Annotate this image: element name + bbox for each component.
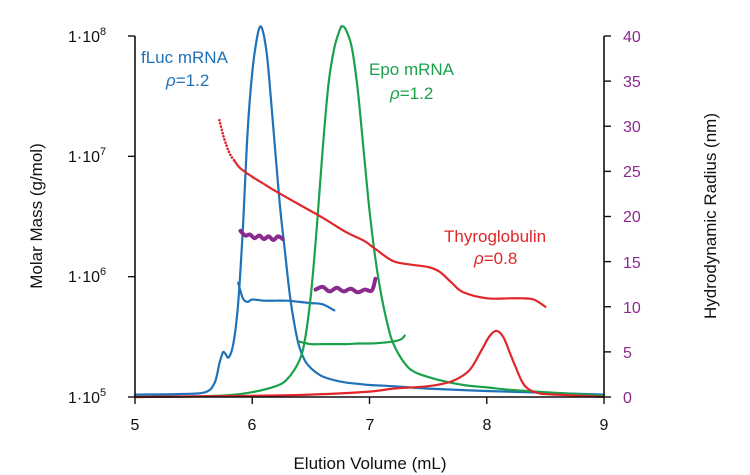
series-line-2	[133, 25, 606, 399]
series-line-4	[133, 329, 606, 399]
y2-tick-label-35: 35	[623, 74, 641, 91]
series-line-1	[237, 281, 336, 312]
y2-tick-label-40: 40	[623, 29, 641, 46]
y2-tick-label-0: 0	[623, 390, 632, 407]
y2-tick-labels: 0 5 10 15 20 25 30 35 40	[623, 29, 641, 407]
y-tick-labels: 1·105 1·106 1·107 1·108	[68, 26, 106, 407]
y-tick-label-1e5: 1·105	[68, 387, 106, 407]
annotation-fluc-name: fLuc mRNA	[141, 48, 229, 67]
series-line-0	[133, 25, 606, 396]
y2-tick-label-25: 25	[623, 164, 641, 181]
x-axis-title: Elution Volume (mL)	[293, 454, 446, 473]
series-line-5	[233, 160, 547, 308]
annotation-fluc-rho: ρ=1.2	[165, 71, 209, 90]
y2-axis-title: Hydrodynamic Radius (nm)	[701, 113, 720, 319]
series-line-8	[313, 276, 378, 295]
y-tick-label-1e8: 1·108	[68, 26, 106, 46]
annotation-epo-rho: ρ=1.2	[389, 84, 433, 103]
y2-tick-label-30: 30	[623, 119, 641, 136]
x-tick-label-7: 7	[366, 417, 375, 434]
series-line-7	[238, 228, 285, 242]
series-line-3	[298, 334, 406, 346]
annotation-fluc: fLuc mRNA ρ=1.2	[141, 48, 229, 90]
y2-tick-label-20: 20	[623, 209, 641, 226]
annotation-thyroglobulin-name: Thyroglobulin	[444, 227, 546, 246]
y2-tick-label-5: 5	[623, 345, 632, 362]
x-tick-label-9: 9	[600, 417, 609, 434]
y-tick-label-1e7: 1·107	[68, 146, 106, 166]
series-line-6	[218, 118, 236, 163]
y2-tick-label-10: 10	[623, 300, 641, 317]
tick-marks	[128, 35, 611, 404]
x-tick-label-6: 6	[248, 417, 257, 434]
annotation-epo: Epo mRNA ρ=1.2	[369, 60, 455, 103]
y-axis-title: Molar Mass (g/mol)	[27, 143, 46, 288]
y-tick-label-1e6: 1·106	[68, 266, 106, 286]
x-tick-label-5: 5	[131, 417, 140, 434]
annotation-thyroglobulin: Thyroglobulin ρ=0.8	[444, 227, 546, 268]
x-tick-label-8: 8	[483, 417, 492, 434]
annotation-thyroglobulin-rho: ρ=0.8	[473, 249, 517, 268]
plot-lines	[133, 25, 606, 399]
annotation-epo-name: Epo mRNA	[369, 60, 455, 79]
y2-tick-label-15: 15	[623, 255, 641, 272]
x-tick-labels: 5 6 7 8 9	[131, 417, 609, 434]
